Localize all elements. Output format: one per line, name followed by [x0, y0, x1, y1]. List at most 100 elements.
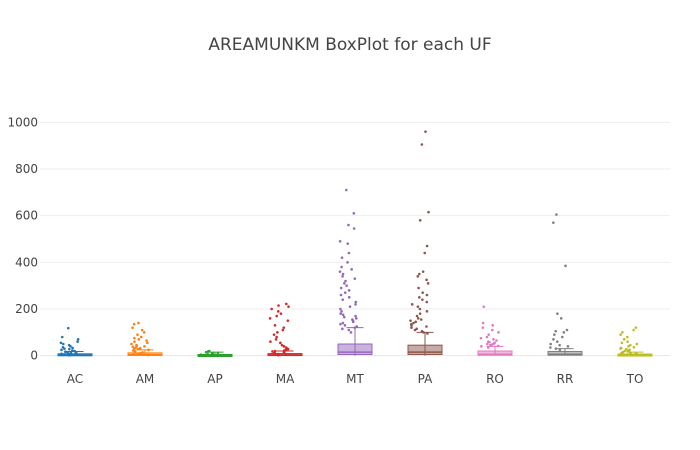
data-point — [354, 314, 357, 318]
data-point — [347, 251, 351, 255]
data-point — [271, 350, 274, 353]
data-point — [136, 333, 139, 336]
box-group-to — [617, 326, 653, 357]
data-point — [425, 310, 429, 313]
x-tick-label: AP — [207, 372, 222, 386]
data-point — [420, 143, 424, 146]
data-point — [344, 279, 347, 283]
y-tick-label: 200 — [15, 302, 38, 316]
data-point — [59, 341, 63, 345]
data-point — [416, 305, 420, 308]
data-point — [425, 300, 429, 304]
data-point — [76, 340, 79, 343]
data-point — [480, 345, 483, 348]
data-point — [143, 345, 146, 348]
data-point — [279, 341, 282, 345]
x-tick-label: AM — [136, 372, 155, 386]
data-point — [341, 298, 345, 301]
data-point — [349, 331, 353, 334]
box-group-ma — [267, 302, 303, 357]
data-point — [68, 347, 71, 351]
data-point — [414, 320, 417, 324]
box — [337, 343, 373, 355]
box-group-ap — [197, 349, 233, 357]
data-point — [60, 335, 64, 339]
data-point — [418, 312, 422, 315]
data-point — [133, 350, 137, 353]
data-point — [339, 322, 342, 326]
data-point — [270, 307, 273, 311]
data-point — [421, 270, 425, 273]
data-point — [481, 326, 485, 329]
data-point — [131, 349, 135, 352]
data-point — [635, 342, 639, 346]
data-point — [342, 315, 346, 319]
data-point — [282, 345, 286, 348]
data-point — [562, 331, 566, 334]
data-point — [354, 303, 357, 306]
data-point — [624, 347, 628, 351]
data-point — [425, 278, 428, 282]
data-point — [634, 326, 638, 329]
data-point — [558, 343, 561, 347]
data-point — [423, 251, 427, 255]
data-point — [497, 331, 500, 334]
data-point — [415, 327, 419, 331]
data-point — [282, 326, 286, 329]
data-point — [273, 349, 277, 353]
data-point — [204, 350, 208, 354]
data-point — [554, 329, 558, 333]
x-tick-label: AC — [67, 372, 83, 386]
data-point — [347, 223, 350, 227]
data-point — [481, 321, 485, 325]
plot-area — [57, 130, 653, 357]
data-point — [549, 346, 552, 349]
data-point — [416, 317, 420, 320]
box-group-ro — [477, 305, 513, 356]
data-point — [339, 307, 342, 311]
data-point — [555, 340, 559, 343]
data-point — [277, 304, 280, 307]
data-point — [341, 275, 344, 278]
data-point — [280, 343, 284, 347]
data-point — [269, 340, 272, 343]
y-tick-label: 400 — [15, 255, 38, 269]
data-point — [286, 319, 290, 322]
data-point — [629, 343, 632, 347]
data-point — [352, 212, 356, 215]
x-tick-label: MT — [346, 372, 364, 386]
data-point — [549, 342, 552, 346]
data-point — [619, 333, 622, 336]
data-point — [343, 324, 347, 327]
data-point — [560, 335, 564, 339]
data-point — [133, 336, 136, 340]
data-point — [132, 322, 136, 326]
data-point — [274, 338, 278, 341]
box-group-ac — [57, 326, 93, 357]
data-point — [479, 336, 483, 340]
data-point — [621, 331, 624, 334]
data-point — [146, 341, 149, 345]
box-group-rr — [547, 213, 583, 356]
data-point — [486, 342, 489, 346]
gridlines — [40, 121, 670, 357]
data-point — [412, 321, 415, 325]
data-point — [76, 338, 80, 341]
data-point — [142, 331, 146, 334]
data-point — [491, 328, 494, 332]
data-point — [133, 340, 136, 343]
data-point — [421, 291, 424, 294]
data-point — [355, 325, 359, 328]
data-point — [424, 130, 427, 133]
data-point — [485, 335, 489, 339]
data-point — [60, 348, 63, 352]
data-point — [425, 325, 428, 328]
data-point — [492, 338, 495, 341]
data-point — [491, 324, 494, 327]
data-point — [281, 328, 285, 332]
data-point — [558, 348, 562, 352]
data-point — [418, 307, 422, 311]
data-point — [343, 291, 347, 294]
data-point — [626, 340, 629, 343]
